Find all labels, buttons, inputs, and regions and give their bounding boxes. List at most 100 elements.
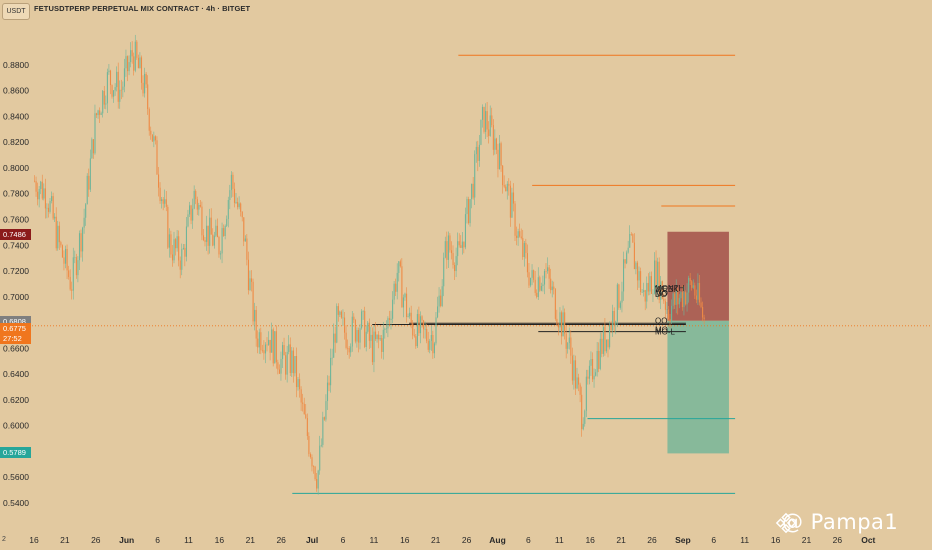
- candle-body: [610, 325, 612, 331]
- candle-body: [446, 241, 448, 260]
- candle-body: [364, 311, 366, 347]
- candle-body: [156, 140, 158, 175]
- price-tag-upper: 0.7486: [0, 228, 31, 240]
- candle-body: [313, 466, 315, 467]
- candle-body: [607, 339, 609, 348]
- candle-body: [604, 326, 606, 352]
- candle-body: [150, 130, 152, 135]
- candle-body: [339, 311, 341, 315]
- candle-body: [277, 362, 279, 370]
- currency-badge[interactable]: USDT: [2, 3, 30, 20]
- candle-body: [357, 329, 360, 343]
- candle-body: [553, 286, 555, 290]
- candle-body: [35, 181, 37, 192]
- candle-body: [333, 333, 335, 358]
- candle-body: [649, 276, 651, 292]
- candle-body: [97, 110, 99, 116]
- candle-body: [379, 338, 381, 340]
- candle-body: [464, 214, 466, 248]
- candle-body: [237, 201, 239, 208]
- candle-body: [52, 196, 54, 219]
- y-tick-label: 0.6600: [3, 343, 29, 353]
- candle-body: [371, 334, 373, 363]
- candle-body: [578, 377, 580, 385]
- candle-body: [616, 284, 618, 322]
- candle-body: [182, 247, 184, 250]
- candle-body: [145, 73, 147, 85]
- candle-body: [605, 339, 608, 352]
- candle-body: [362, 311, 364, 312]
- candle-body: [367, 322, 369, 332]
- candle-body: [193, 190, 195, 209]
- candle-body: [212, 234, 214, 246]
- candle-body: [158, 174, 160, 188]
- candle-body: [63, 257, 65, 264]
- candle-body: [241, 211, 243, 218]
- candle-body: [113, 90, 115, 97]
- candle-body: [40, 181, 42, 189]
- candle-body: [198, 205, 200, 210]
- candle-body: [548, 267, 550, 279]
- candle-body: [686, 292, 688, 305]
- y-tick-label: 0.6000: [3, 421, 29, 431]
- position-zone[interactable]: [667, 320, 729, 454]
- candle-body: [233, 188, 236, 203]
- x-tick-label: 16: [29, 535, 39, 545]
- candle-body: [454, 265, 456, 272]
- candle-body: [688, 277, 690, 293]
- candle-body: [384, 328, 386, 330]
- candle-body: [167, 206, 169, 248]
- candle-body: [666, 309, 668, 311]
- candle-body: [215, 225, 217, 236]
- candle-body: [700, 302, 702, 307]
- candle-body: [695, 295, 697, 300]
- candle-body: [175, 239, 177, 249]
- candle-body: [255, 309, 257, 339]
- y-tick-label: 0.8600: [3, 86, 29, 96]
- candle-body: [643, 290, 645, 292]
- candle-body: [209, 217, 211, 246]
- x-tick-label: 11: [555, 535, 564, 545]
- candle-body: [142, 82, 144, 94]
- candle-body: [537, 277, 539, 298]
- candle-body: [46, 207, 48, 209]
- candle-body: [398, 261, 400, 273]
- candle-body: [187, 214, 189, 227]
- candle-body: [133, 56, 135, 71]
- candle-body: [122, 86, 124, 90]
- candle-body: [71, 289, 73, 291]
- axis-corner-label: 2: [2, 536, 6, 543]
- candle-body: [402, 297, 404, 308]
- candle-body: [486, 111, 488, 130]
- candle-body: [120, 89, 122, 91]
- candle-body: [311, 457, 313, 467]
- candle-body: [230, 174, 232, 191]
- candle-body: [123, 68, 125, 87]
- x-tick-label: 21: [802, 535, 812, 545]
- candle-body: [240, 203, 242, 212]
- candle-body: [593, 375, 595, 380]
- candle-body: [554, 289, 556, 319]
- candle-body: [626, 252, 628, 264]
- x-tick-label: 16: [771, 535, 781, 545]
- candle-body: [691, 281, 693, 288]
- candle-body: [497, 149, 499, 170]
- candle-body: [260, 332, 262, 351]
- candle-body: [305, 414, 307, 419]
- candle-body: [111, 85, 113, 97]
- candle-body: [340, 311, 342, 318]
- candle-body: [463, 241, 465, 248]
- candle-body: [640, 271, 642, 293]
- y-tick-label: 0.6200: [3, 395, 29, 405]
- candle-body: [83, 217, 85, 228]
- candle-body: [547, 267, 549, 272]
- candle-body: [415, 336, 417, 347]
- candle-body: [77, 260, 79, 276]
- candle-body: [300, 389, 302, 403]
- level-label: MO: [655, 325, 668, 334]
- candle-body: [347, 347, 349, 349]
- candle-body: [80, 233, 82, 252]
- candle-body: [499, 143, 501, 170]
- candle-body: [638, 271, 640, 281]
